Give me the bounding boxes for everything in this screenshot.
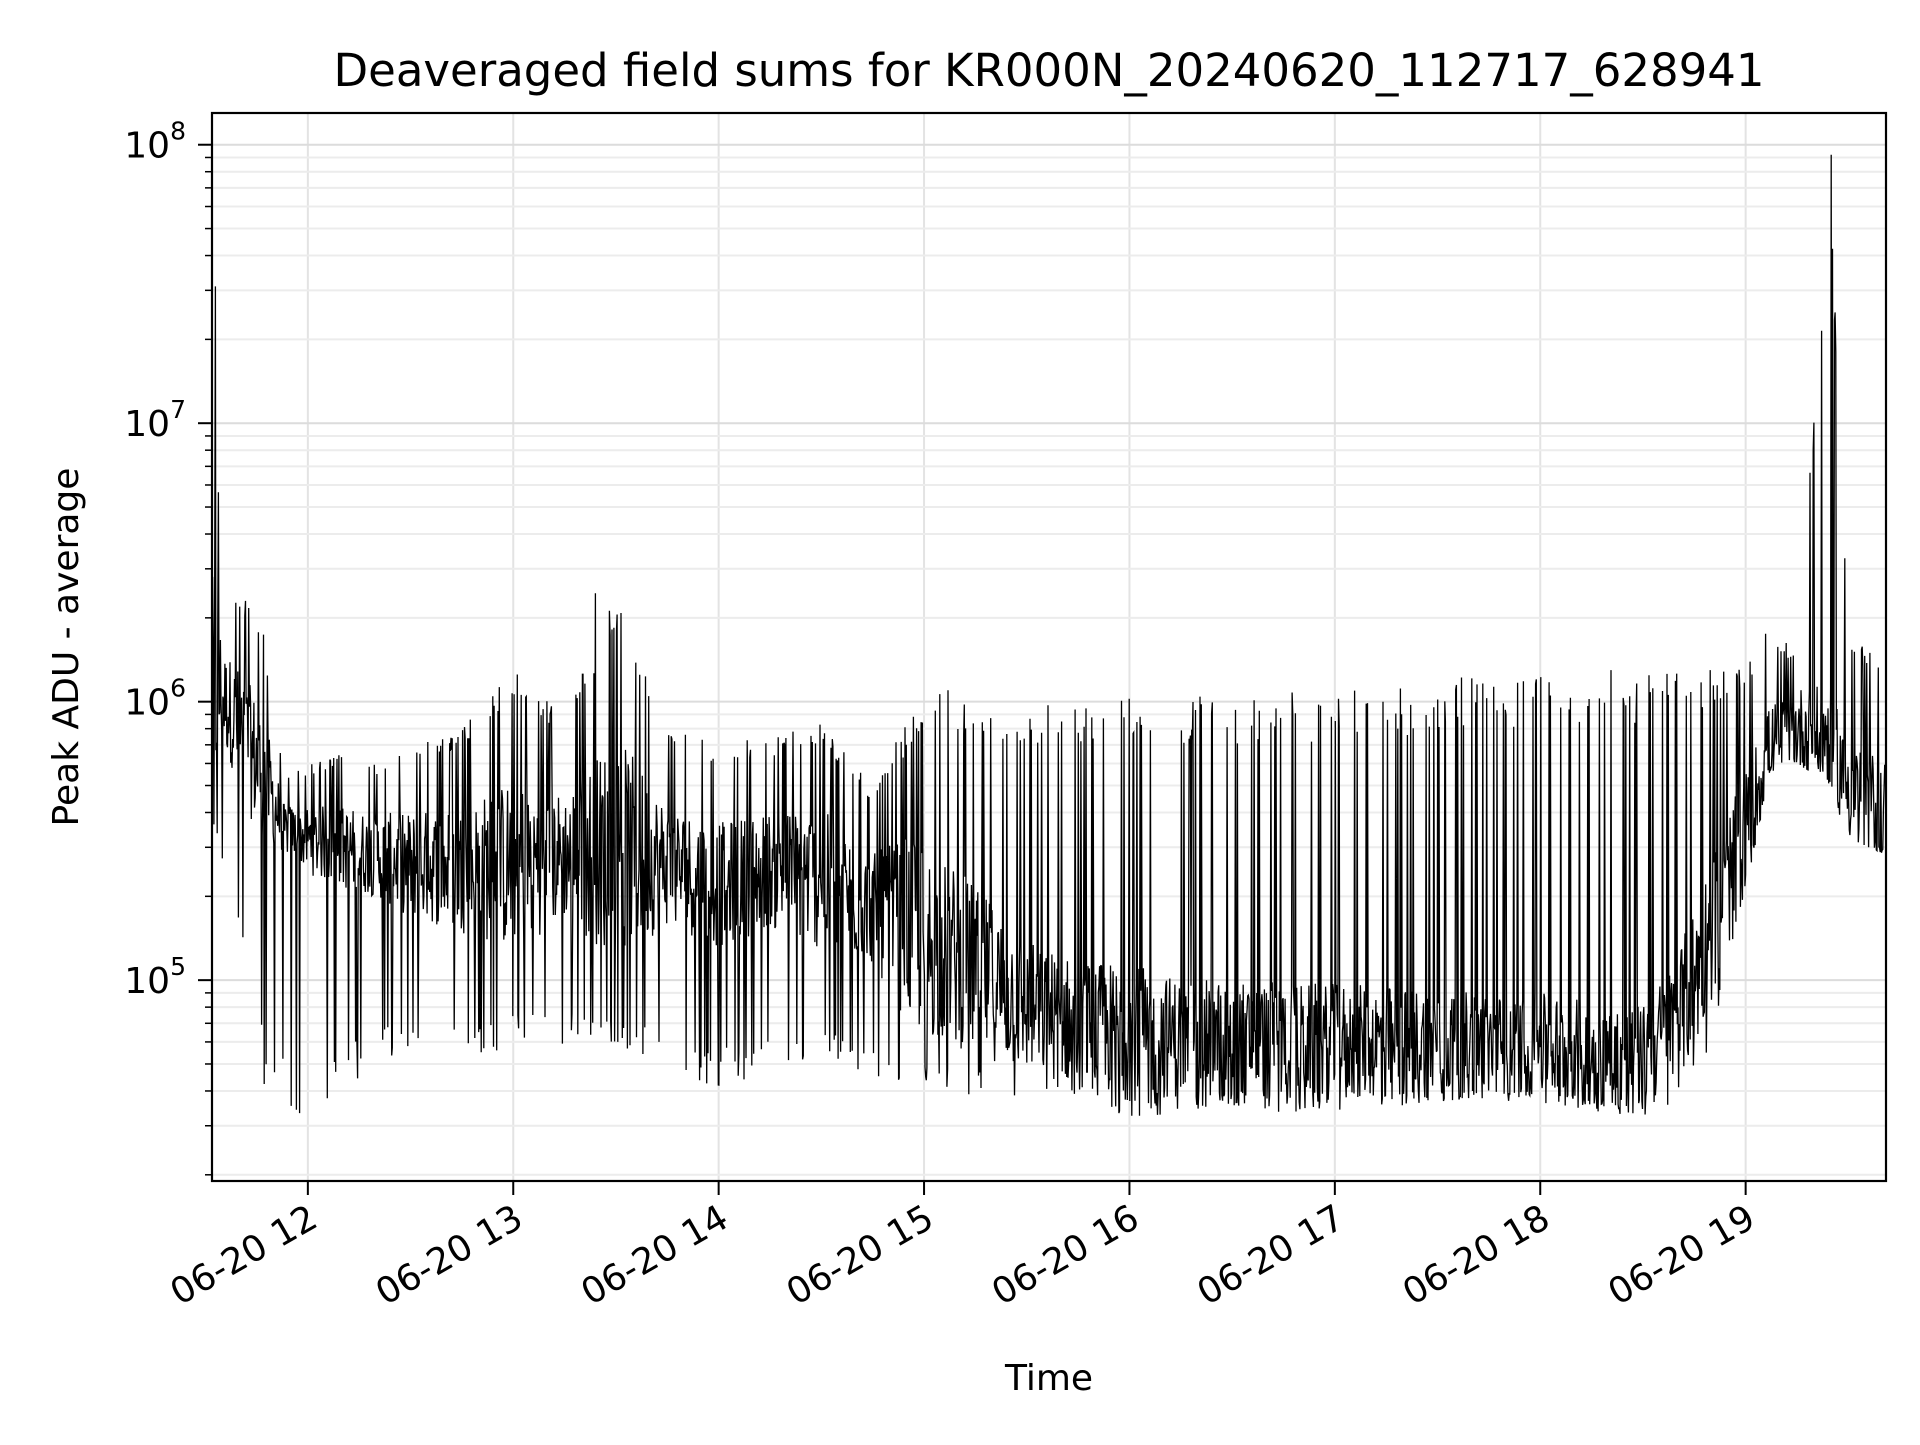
- grid: [212, 113, 1886, 1181]
- chart-title: Deaveraged field sums for KR000N_2024062…: [334, 44, 1765, 97]
- y-axis-label: Peak ADU - average: [46, 468, 87, 827]
- y-tick-label: 106: [124, 674, 186, 724]
- plot-frame: [210, 111, 1888, 1183]
- plot-area: [211, 154, 1887, 1116]
- series-line: [211, 154, 1887, 1116]
- x-axis-label: Time: [1004, 1358, 1093, 1399]
- y-tick-label: 108: [124, 117, 186, 167]
- y-tick-label: 107: [124, 395, 186, 445]
- y-tick-label: 105: [124, 952, 186, 1002]
